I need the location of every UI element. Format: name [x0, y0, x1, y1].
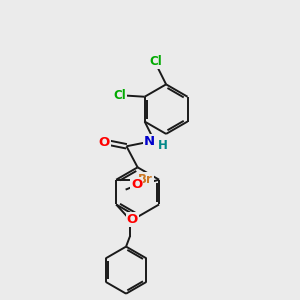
- Text: Cl: Cl: [113, 88, 126, 101]
- Text: O: O: [127, 213, 138, 226]
- Text: H: H: [158, 139, 168, 152]
- Text: Br: Br: [138, 173, 153, 186]
- Text: Cl: Cl: [150, 55, 163, 68]
- Text: O: O: [131, 178, 142, 191]
- Text: N: N: [144, 135, 155, 148]
- Text: O: O: [99, 136, 110, 149]
